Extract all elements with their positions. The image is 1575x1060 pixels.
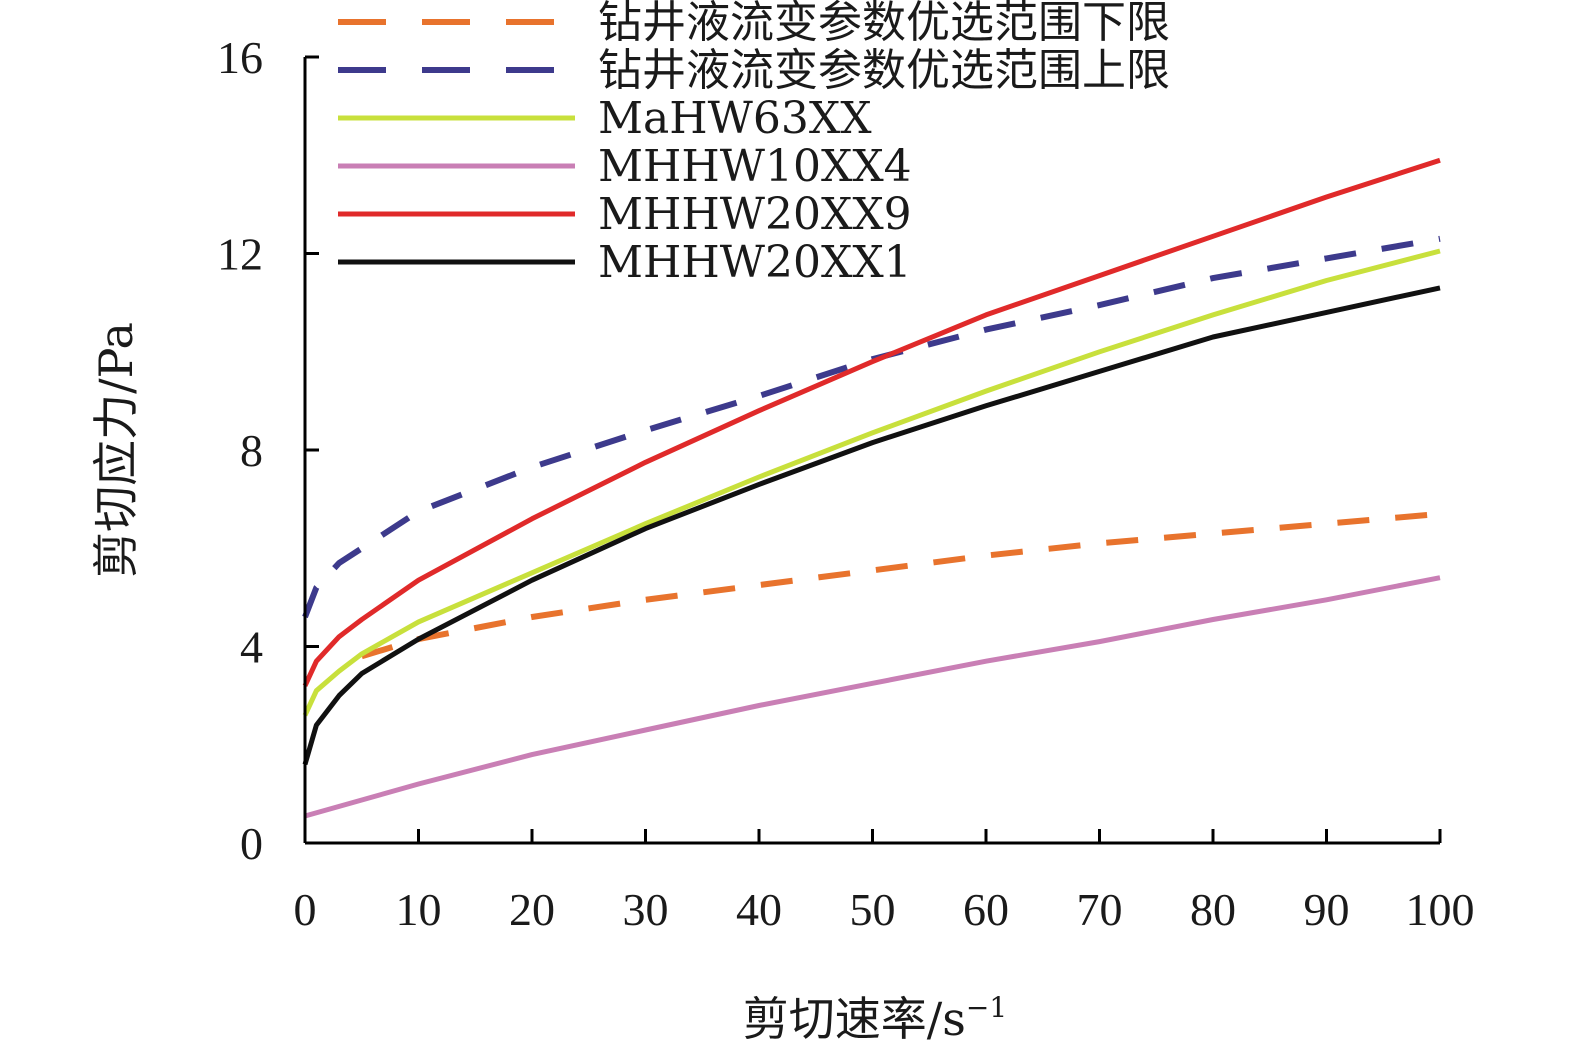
- x-tick-label-9: 90: [1304, 884, 1350, 935]
- series-line-5: [302, 285, 1441, 766]
- x-axis-title-superscript: −1: [966, 991, 1007, 1024]
- legend: 钻井液流变参数优选范围下限钻井液流变参数优选范围上限MaHW63XXMHHW10…: [338, 0, 1170, 288]
- legend-label-1: 钻井液流变参数优选范围上限: [598, 45, 1170, 96]
- y-tick-label-3: 12: [217, 229, 263, 280]
- legend-label-5: MHHW20XX1: [598, 237, 912, 288]
- y-axis-title: 剪切应力/Pa: [89, 322, 143, 578]
- x-tick-label-6: 60: [963, 884, 1009, 935]
- x-tick-label-0: 0: [294, 884, 317, 935]
- legend-label-0: 钻井液流变参数优选范围下限: [598, 0, 1170, 48]
- x-tick-label-2: 20: [509, 884, 555, 935]
- y-tick-label-4: 16: [217, 32, 263, 83]
- legend-label-2: MaHW63XX: [598, 93, 872, 144]
- y-tick-label-1: 4: [240, 622, 263, 673]
- y-tick-label-0: 0: [240, 818, 263, 869]
- x-axis-title: 剪切速率/s−1: [743, 991, 1007, 1046]
- legend-label-3: MHHW10XX4: [598, 141, 912, 192]
- x-tick-label-8: 80: [1190, 884, 1236, 935]
- series-line-1: [302, 235, 1441, 619]
- x-tick-label-10: 100: [1406, 884, 1475, 935]
- x-tick-label-4: 40: [736, 884, 782, 935]
- series-layer: [302, 157, 1441, 819]
- x-axis-title-text: 剪切速率/s: [743, 992, 966, 1046]
- series-line-0: [360, 510, 1441, 660]
- x-tick-label-7: 70: [1077, 884, 1123, 935]
- x-tick-label-3: 30: [623, 884, 669, 935]
- series-line-2: [302, 248, 1441, 717]
- x-tick-label-1: 10: [396, 884, 442, 935]
- ticks: 0 4 8 12 16 0 10 20 30 40 50 60 70 80 90 100: [217, 32, 1475, 935]
- legend-label-4: MHHW20XX9: [598, 189, 912, 240]
- series-line-4: [302, 157, 1441, 687]
- x-tick-label-5: 50: [850, 884, 896, 935]
- y-tick-label-2: 8: [240, 425, 263, 476]
- series-line-3: [304, 575, 1441, 819]
